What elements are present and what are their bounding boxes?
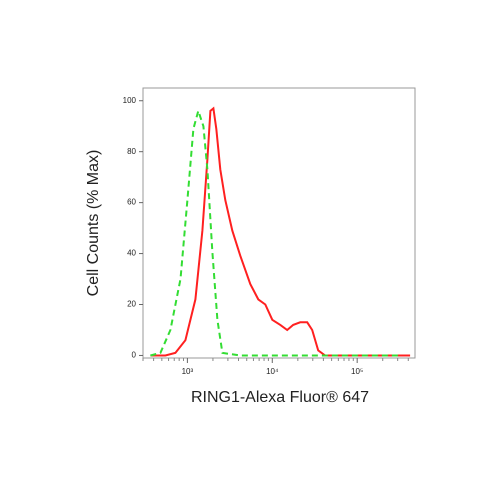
series-line bbox=[150, 106, 411, 357]
x-axis-label: RING1-Alexa Fluor® 647 bbox=[191, 389, 369, 406]
y-tick-label: 60 bbox=[127, 198, 136, 207]
x-tick-label: 10⁵ bbox=[351, 367, 363, 376]
y-tick-label: 20 bbox=[127, 300, 136, 309]
y-axis-label: Cell Counts (% Max) bbox=[85, 150, 102, 297]
plot-frame bbox=[142, 87, 416, 359]
y-tick-label: 80 bbox=[127, 147, 136, 156]
series-line bbox=[150, 107, 401, 357]
x-tick-label: 10⁴ bbox=[266, 367, 279, 376]
x-tick-label: 10³ bbox=[182, 367, 194, 376]
y-tick-label: 100 bbox=[123, 96, 137, 105]
y-tick-label: 40 bbox=[127, 249, 136, 258]
y-tick-label: 0 bbox=[132, 351, 137, 360]
